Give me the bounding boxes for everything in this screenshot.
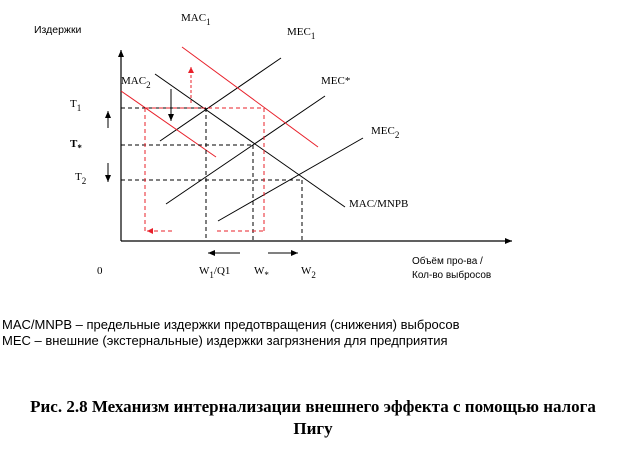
- figure-caption-line1: Рис. 2.8 Механизм интернализации внешнег…: [30, 397, 596, 416]
- w2-label: W2: [301, 265, 316, 280]
- mec1-label: MEC1: [287, 26, 315, 41]
- mac1-curve: [181, 46, 319, 148]
- mec-star-label: MEC*: [321, 75, 350, 87]
- mac2-label: MAC2: [121, 75, 151, 90]
- mac-mnpb-label: MAC/MNPB: [349, 198, 408, 210]
- y-axis-label: Издержки: [34, 24, 82, 36]
- tax-shift-guides: [144, 107, 265, 232]
- legend-mec: MEC – внешние (экстернальные) издержки з…: [2, 333, 448, 348]
- t-star-label: T*: [70, 138, 82, 153]
- w1-label: W1/Q1: [199, 265, 230, 280]
- t1-label: T1: [70, 98, 81, 113]
- x-axis-label-line2: Кол-во выбросов: [412, 269, 491, 281]
- w-star-label: W*: [254, 265, 269, 280]
- legend-mac-mnpb: MAC/MNPB – предельные издержки предотвра…: [2, 317, 460, 332]
- t2-label: T2: [75, 171, 86, 186]
- mec2-label: MEC2: [371, 125, 399, 140]
- mac2-curve: [120, 90, 217, 158]
- x-axis-label-line1: Объём про-ва /: [412, 255, 483, 267]
- figure-caption-line2: Пигу: [293, 419, 333, 438]
- mac-mnpb-curve: [154, 73, 346, 208]
- equilibrium-guides: [121, 107, 303, 241]
- origin-label: 0: [97, 265, 103, 277]
- mec1-curve: [159, 57, 282, 142]
- mec-star-curve: [165, 95, 326, 205]
- pigou-tax-diagram: Издержки Объём про-ва / Кол-во выбросов …: [34, 12, 512, 281]
- mac1-label: MAC1: [181, 12, 211, 27]
